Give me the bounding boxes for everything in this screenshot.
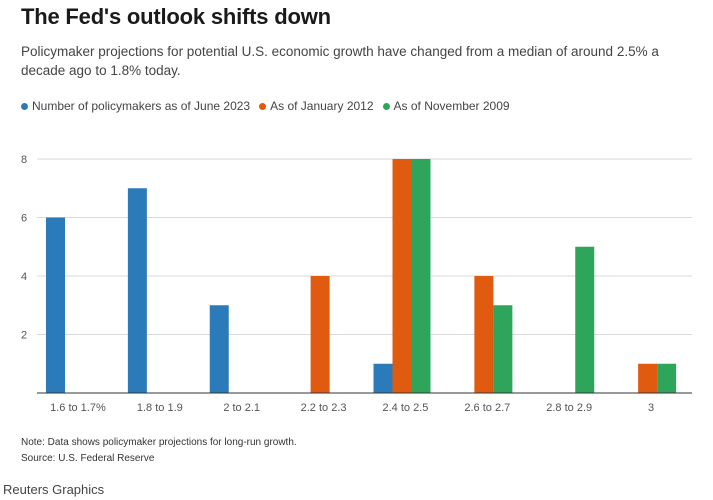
legend: Number of policymakers as of June 2023 A… bbox=[21, 99, 510, 113]
x-tick-label: 2.2 to 2.3 bbox=[301, 402, 347, 414]
bar bbox=[127, 188, 147, 393]
credit-text: Reuters Graphics bbox=[3, 482, 105, 497]
y-tick-label: 8 bbox=[21, 154, 27, 166]
legend-swatch-nov-2009 bbox=[382, 102, 390, 110]
legend-item-june-2023: Number of policymakers as of June 2023 bbox=[21, 99, 250, 113]
bar bbox=[657, 363, 677, 393]
bar bbox=[474, 276, 494, 393]
bar bbox=[46, 217, 65, 393]
bar bbox=[575, 246, 595, 393]
x-tick-label: 1.8 to 1.9 bbox=[137, 402, 183, 414]
x-tick-label: 2 to 2.1 bbox=[223, 402, 260, 414]
bar bbox=[373, 363, 393, 393]
legend-swatch-jan-2012 bbox=[259, 102, 267, 110]
legend-label-nov-2009: As of November 2009 bbox=[393, 99, 510, 113]
bar bbox=[493, 305, 513, 393]
bar bbox=[638, 363, 658, 393]
x-tick-label: 1.6 to 1.7% bbox=[50, 402, 106, 414]
bar bbox=[310, 276, 330, 393]
note-text: Note: Data shows policymaker projections… bbox=[21, 437, 297, 448]
x-tick-label: 2.8 to 2.9 bbox=[546, 402, 592, 414]
y-tick-label: 2 bbox=[21, 330, 27, 342]
chart-notes: Note: Data shows policymaker projections… bbox=[21, 435, 297, 467]
legend-item-nov-2009: As of November 2009 bbox=[382, 99, 510, 113]
bar bbox=[209, 305, 229, 393]
legend-swatch-june-2023 bbox=[21, 102, 28, 110]
x-tick-label: 2.4 to 2.5 bbox=[383, 402, 429, 414]
legend-item-jan-2012: As of January 2012 bbox=[259, 99, 374, 113]
bar bbox=[411, 159, 431, 393]
x-tick-label: 2.6 to 2.7 bbox=[464, 402, 510, 414]
y-tick-label: 4 bbox=[21, 271, 27, 283]
chart-subtitle: Policymaker projections for potential U.… bbox=[21, 44, 659, 78]
bar bbox=[392, 159, 412, 393]
source-text: Source: U.S. Federal Reserve bbox=[21, 453, 155, 464]
chart-title: The Fed's outlook shifts down bbox=[21, 4, 331, 29]
x-tick-label: 3 bbox=[648, 402, 654, 414]
legend-label-june-2023: Number of policymakers as of June 2023 bbox=[32, 99, 251, 113]
legend-label-jan-2012: As of January 2012 bbox=[270, 99, 374, 113]
y-tick-label: 6 bbox=[21, 213, 27, 225]
bar-chart: 2 4 6 8 1.6 to 1.7% 1.8 to 1.9 2 to 2.1 2.2 to … bbox=[21, 154, 692, 414]
